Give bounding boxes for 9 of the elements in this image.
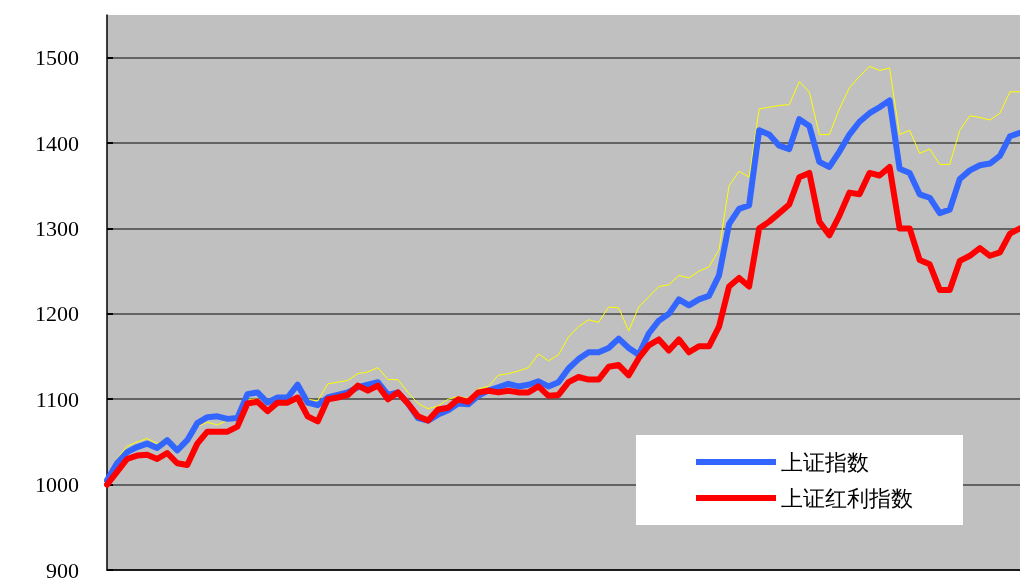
y-tick-label: 1500 (35, 45, 79, 71)
y-tick-label: 1400 (35, 130, 79, 156)
y-tick-label: 1000 (35, 472, 79, 498)
y-tick-label: 1100 (35, 386, 79, 412)
legend-label: 上证指数 (781, 449, 869, 475)
legend-label: 上证红利指数 (781, 485, 913, 511)
y-tick-label: 1300 (35, 215, 79, 241)
y-tick-label: 1200 (35, 301, 79, 327)
y-tick-label: 900 (46, 557, 79, 581)
